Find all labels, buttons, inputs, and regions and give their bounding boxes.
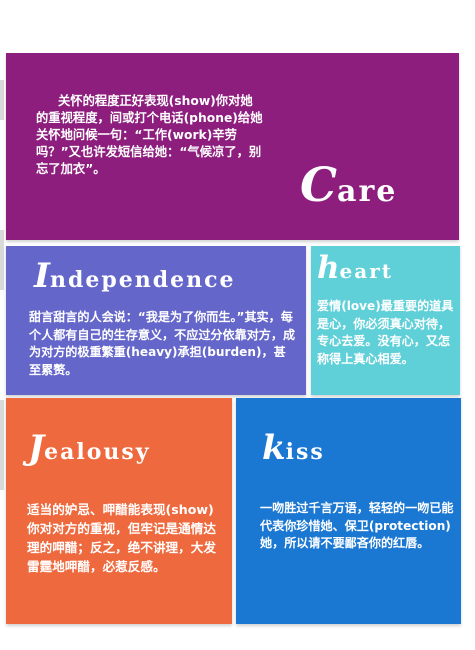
heart-heading-initial: h xyxy=(317,250,340,286)
kiss-heading-initial: k xyxy=(262,428,286,468)
heart-heading: heart xyxy=(317,250,393,286)
care-heading: Care xyxy=(300,157,397,212)
independence-heading-initial: I xyxy=(34,256,50,296)
care-tile: 关怀的程度正好表现(show)你对她的重视程度，间或打个电话(phone)给她关… xyxy=(6,53,459,240)
independence-text: 甜言甜言的人会说：“我是为了你而生。”其实，每个人都有自己的生存意义，不应过分依… xyxy=(29,310,296,377)
jealousy-text: 适当的妒忌、呷醋能表现(show)你对对方的重视，但牢记是通情达理的呷醋；反之，… xyxy=(27,502,216,574)
care-heading-rest: are xyxy=(337,174,398,209)
care-heading-initial: C xyxy=(300,157,338,212)
left-edge-decoration xyxy=(0,80,4,120)
kiss-tile: kiss 一吻胜过千言万语，轻轻的一吻已能代表你珍惜她、保卫(protectio… xyxy=(236,398,461,624)
jealousy-heading-initial: J xyxy=(28,428,45,468)
care-text: 关怀的程度正好表现(show)你对她的重视程度，间或打个电话(phone)给她关… xyxy=(36,94,263,176)
kiss-heading: kiss xyxy=(262,428,325,468)
left-edge-decoration xyxy=(0,400,4,490)
independence-heading: Independence xyxy=(34,256,235,296)
kiss-text: 一吻胜过千言万语，轻轻的一吻已能代表你珍惜她、保卫(protection)她，所… xyxy=(260,501,454,550)
independence-tile: Independence 甜言甜言的人会说：“我是为了你而生。”其实，每个人都有… xyxy=(6,246,306,395)
jealousy-tile: Jealousy 适当的妒忌、呷醋能表现(show)你对对方的重视，但牢记是通情… xyxy=(6,398,232,624)
heart-text: 爱情(love)最重要的道具是心，你必须真心对待，专心去爱。没有心，又怎称得上真… xyxy=(317,299,454,366)
jealousy-heading-rest: ealousy xyxy=(44,439,151,465)
left-edge-decoration xyxy=(0,230,4,290)
jealousy-heading: Jealousy xyxy=(28,428,151,468)
heart-heading-rest: eart xyxy=(339,259,394,283)
independence-heading-rest: ndependence xyxy=(49,267,236,293)
kiss-heading-rest: iss xyxy=(285,439,325,465)
heart-tile: heart 爱情(love)最重要的道具是心，你必须真心对待，专心去爱。没有心，… xyxy=(311,246,460,395)
